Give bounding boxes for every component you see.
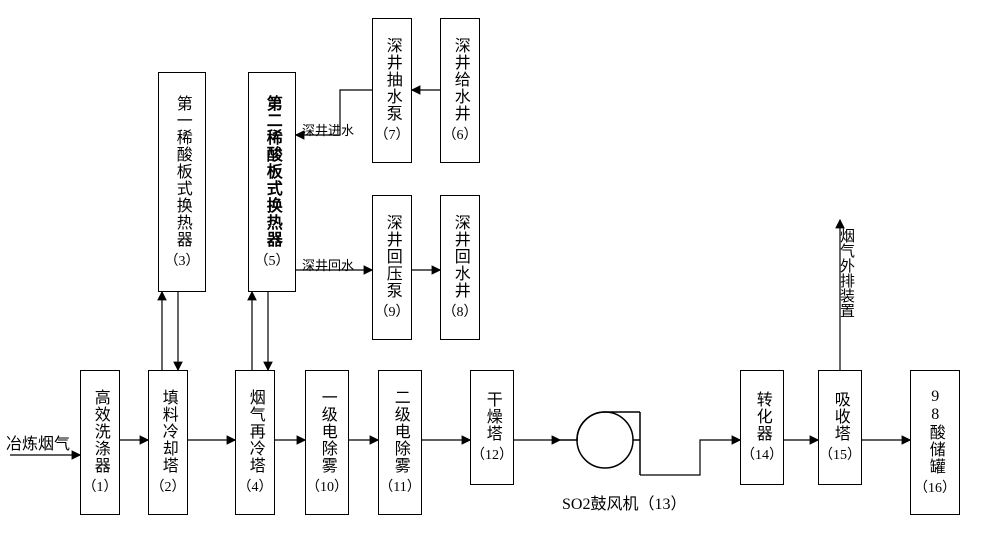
box-label: 二级电除雾 [391, 389, 409, 474]
box-label: 第一稀酸板式换热器 [173, 95, 191, 248]
box-num: （7） [375, 124, 410, 144]
fan-icon [560, 412, 640, 475]
box-num: （8） [443, 301, 478, 321]
tail-gas-label: 烟气外排装置 [836, 228, 857, 318]
box-num: （4） [238, 476, 273, 496]
box-num: （12） [471, 444, 513, 464]
box-label: 深井给水井 [451, 37, 469, 122]
box-label: 转化器 [753, 391, 771, 442]
box-label: 第二稀酸板式换热器 [263, 95, 281, 248]
box-acid-tank: 98酸储罐 （16） [910, 370, 960, 515]
box-num: （10） [306, 476, 348, 496]
box-num: （3） [165, 250, 200, 270]
box-deep-supply-well: 深井给水井 （6） [440, 18, 480, 163]
box-label: 干燥塔 [483, 391, 501, 442]
box-num: （16） [914, 477, 956, 497]
box-scrubber: 高效洗涤器 （1） [80, 370, 120, 515]
box-num: （5） [255, 250, 290, 270]
input-gas-label: 冶炼烟气 [6, 430, 70, 454]
box-num: （11） [379, 476, 420, 496]
box-label: 烟气再冷塔 [246, 389, 264, 474]
box-esp1: 一级电除雾 （10） [305, 370, 349, 515]
deep-in-label: 深井进水 [302, 120, 354, 139]
box-packed-cooling-tower: 填料冷却塔 （2） [148, 370, 188, 515]
box-label: 深井回水井 [451, 214, 469, 299]
box-label: 98酸储罐 [926, 388, 944, 475]
box-label: 深井抽水泵 [383, 37, 401, 122]
box-label: 深井回压泵 [383, 214, 401, 299]
box-num: （14） [741, 444, 783, 464]
box-num: （1） [83, 476, 118, 496]
box-absorber: 吸收塔 （15） [818, 370, 862, 485]
box-num: （2） [151, 476, 186, 496]
fan-label: SO2鼓风机（13） [562, 490, 686, 514]
box-drying-tower: 干燥塔 （12） [470, 370, 514, 485]
box-esp2: 二级电除雾 （11） [378, 370, 422, 515]
box-label: 一级电除雾 [318, 389, 336, 474]
box-he2: 第二稀酸板式换热器 （5） [248, 72, 296, 292]
box-deep-return-well: 深井回水井 （8） [440, 195, 480, 340]
box-label: 吸收塔 [831, 391, 849, 442]
box-label: 填料冷却塔 [159, 389, 177, 474]
box-deep-return-pump: 深井回压泵 （9） [372, 195, 412, 340]
box-num: （6） [443, 124, 478, 144]
box-num: （15） [819, 444, 861, 464]
box-label: 高效洗涤器 [91, 389, 109, 474]
box-num: （9） [375, 301, 410, 321]
deep-out-label: 深井回水 [302, 255, 354, 274]
box-gas-recool-tower: 烟气再冷塔 （4） [235, 370, 275, 515]
box-he1: 第一稀酸板式换热器 （3） [158, 72, 206, 292]
box-converter: 转化器 （14） [740, 370, 784, 485]
box-deep-pump-up: 深井抽水泵 （7） [372, 18, 412, 163]
